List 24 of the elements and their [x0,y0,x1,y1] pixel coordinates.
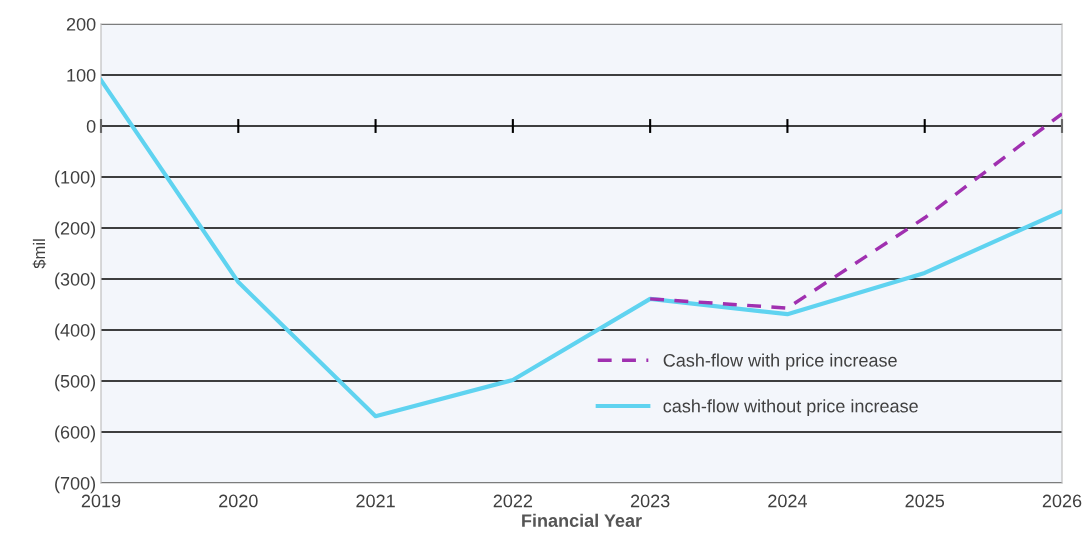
x-tick-label: 2026 [1042,494,1082,508]
y-tick-label: (500) [55,374,96,392]
y-tick-label: (100) [55,170,96,188]
y-tick-label: (200) [55,221,96,239]
line-series [101,78,1062,419]
x-tick-label: 2020 [219,494,258,508]
y-tick-label: (600) [55,425,96,443]
y-tick-label: 200 [66,17,96,31]
y-tick-label: (300) [55,272,96,290]
y-axis-title: $mil [32,239,47,269]
x-tick-label: 2022 [493,494,533,508]
x-tick-label: 2021 [356,494,395,508]
x-axis-title: Financial Year [522,513,642,527]
line-series [648,112,1062,310]
x-tick-label: 2025 [905,494,945,508]
x-tick-label: 2023 [630,494,670,508]
x-tick-label: 2024 [768,494,807,508]
y-tick-label: 100 [67,68,96,82]
y-tick-label: 0 [86,119,96,133]
y-tick-label: (700) [55,476,96,494]
legend-label: cash-flow without price increase [663,399,918,417]
y-tick-label: (400) [55,323,96,341]
legend-label: Cash-flow with price increase [663,353,897,371]
x-tick-label: 2019 [81,494,121,508]
